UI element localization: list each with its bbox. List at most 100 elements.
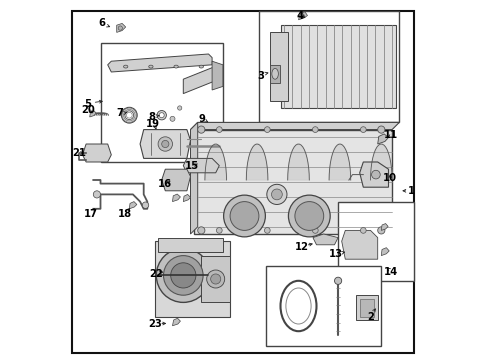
Bar xyxy=(359,299,373,317)
Polygon shape xyxy=(190,122,399,130)
Bar xyxy=(201,256,230,302)
Text: 15: 15 xyxy=(185,161,199,171)
Circle shape xyxy=(377,126,384,133)
Text: 21: 21 xyxy=(73,148,86,158)
Circle shape xyxy=(266,184,286,204)
Text: 6: 6 xyxy=(99,18,105,28)
Circle shape xyxy=(230,202,258,230)
Bar xyxy=(258,11,399,122)
Polygon shape xyxy=(212,61,223,90)
Polygon shape xyxy=(89,111,96,117)
Circle shape xyxy=(170,116,175,121)
Polygon shape xyxy=(162,169,190,191)
Bar xyxy=(355,295,377,320)
Polygon shape xyxy=(190,122,197,234)
Circle shape xyxy=(334,277,341,284)
Polygon shape xyxy=(370,144,391,180)
Ellipse shape xyxy=(148,65,153,68)
Bar xyxy=(154,241,230,317)
Circle shape xyxy=(371,170,380,179)
Circle shape xyxy=(197,126,204,133)
Circle shape xyxy=(118,26,122,30)
Bar xyxy=(280,25,395,108)
Text: 18: 18 xyxy=(118,209,132,219)
Polygon shape xyxy=(287,144,309,180)
Text: 20: 20 xyxy=(81,105,95,115)
Text: 14: 14 xyxy=(384,267,398,277)
Circle shape xyxy=(170,263,196,288)
Polygon shape xyxy=(172,318,180,326)
Circle shape xyxy=(159,113,164,118)
Polygon shape xyxy=(183,65,219,94)
Ellipse shape xyxy=(123,65,127,68)
Text: 3: 3 xyxy=(257,71,264,81)
Text: 7: 7 xyxy=(117,108,123,118)
Polygon shape xyxy=(183,158,219,173)
Text: 2: 2 xyxy=(366,312,373,322)
Bar xyxy=(158,238,223,252)
Polygon shape xyxy=(359,162,387,187)
Circle shape xyxy=(125,111,133,120)
Bar xyxy=(337,202,413,281)
Text: 10: 10 xyxy=(383,173,396,183)
Circle shape xyxy=(264,228,270,233)
Polygon shape xyxy=(204,144,226,180)
Text: 12: 12 xyxy=(294,242,308,252)
Ellipse shape xyxy=(174,65,178,68)
Text: 11: 11 xyxy=(384,130,398,140)
Circle shape xyxy=(216,127,222,132)
Circle shape xyxy=(162,140,168,148)
Circle shape xyxy=(288,195,329,237)
Circle shape xyxy=(158,137,172,151)
Circle shape xyxy=(177,106,182,110)
Polygon shape xyxy=(129,202,137,209)
Circle shape xyxy=(312,228,318,233)
Circle shape xyxy=(197,227,204,234)
Circle shape xyxy=(294,202,323,230)
Bar xyxy=(269,32,287,101)
Polygon shape xyxy=(312,234,337,245)
Bar xyxy=(101,43,223,162)
Polygon shape xyxy=(345,243,354,252)
Polygon shape xyxy=(381,224,387,230)
Polygon shape xyxy=(381,248,388,256)
Ellipse shape xyxy=(271,68,278,79)
Polygon shape xyxy=(298,12,307,20)
Circle shape xyxy=(377,227,384,234)
Circle shape xyxy=(163,256,203,295)
Circle shape xyxy=(121,107,137,123)
Ellipse shape xyxy=(199,65,203,68)
Text: 16: 16 xyxy=(157,179,171,189)
Text: 22: 22 xyxy=(149,269,163,279)
Circle shape xyxy=(93,191,101,198)
Polygon shape xyxy=(140,130,190,158)
Circle shape xyxy=(264,127,270,132)
Bar xyxy=(269,65,280,83)
Text: 9: 9 xyxy=(199,114,205,124)
Polygon shape xyxy=(117,23,125,32)
Text: 4: 4 xyxy=(296,11,303,21)
Text: 19: 19 xyxy=(146,119,160,129)
Text: 17: 17 xyxy=(83,209,98,219)
Text: 13: 13 xyxy=(328,249,343,259)
Circle shape xyxy=(223,195,265,237)
Polygon shape xyxy=(246,144,267,180)
Circle shape xyxy=(206,270,224,288)
Polygon shape xyxy=(107,54,212,72)
Circle shape xyxy=(312,127,318,132)
Bar xyxy=(265,266,381,346)
Polygon shape xyxy=(172,194,180,202)
Circle shape xyxy=(142,202,148,208)
Circle shape xyxy=(210,274,220,284)
Circle shape xyxy=(360,127,366,132)
Polygon shape xyxy=(328,144,350,180)
Text: 1: 1 xyxy=(407,186,414,196)
Polygon shape xyxy=(194,130,391,234)
Circle shape xyxy=(299,14,304,18)
Polygon shape xyxy=(341,230,377,259)
Polygon shape xyxy=(377,134,387,144)
Circle shape xyxy=(360,228,366,233)
Text: 8: 8 xyxy=(148,112,156,122)
Circle shape xyxy=(156,248,210,302)
Text: 5: 5 xyxy=(84,99,91,109)
